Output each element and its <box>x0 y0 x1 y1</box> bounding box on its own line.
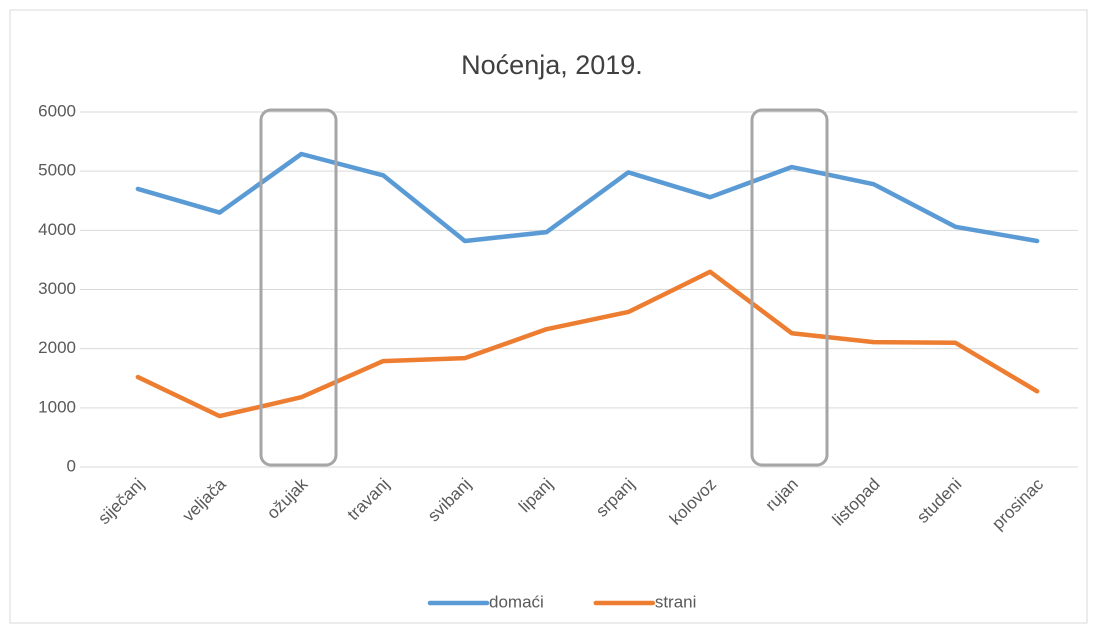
legend-label: strani <box>655 592 697 611</box>
highlight-box <box>750 108 829 467</box>
y-tick-label: 4000 <box>38 220 76 239</box>
y-tick-label: 0 <box>67 456 76 475</box>
legend-label: domaći <box>489 592 544 611</box>
chart-border <box>9 9 1088 624</box>
series-line <box>135 151 1040 244</box>
highlight-box <box>259 108 338 467</box>
y-tick-label: 1000 <box>38 397 76 416</box>
y-tick-label: 6000 <box>38 101 76 120</box>
y-tick-label: 5000 <box>38 161 76 180</box>
y-tick-label: 2000 <box>38 338 76 357</box>
y-tick-label: 3000 <box>38 279 76 298</box>
chart-title: Noćenja, 2019. <box>461 50 643 80</box>
plot <box>135 151 1040 419</box>
series-line <box>135 269 1040 419</box>
